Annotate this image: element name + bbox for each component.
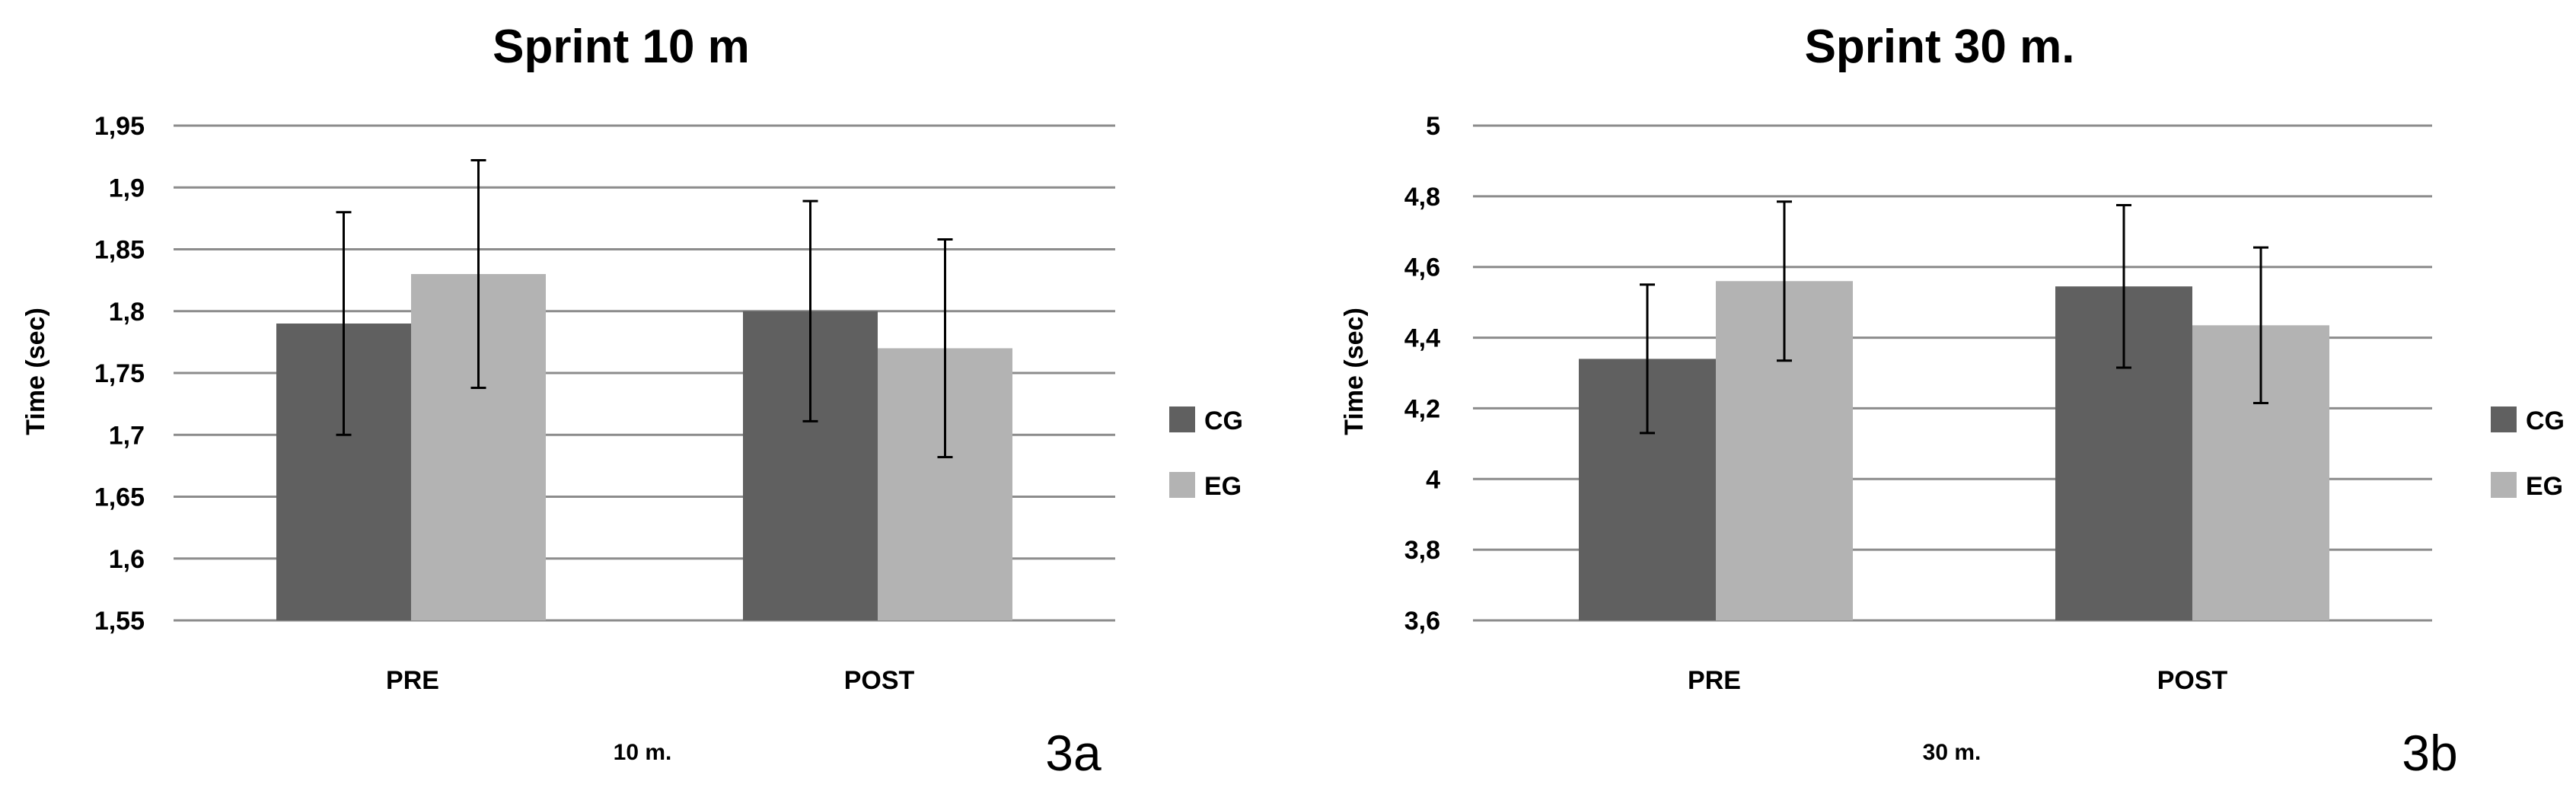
error-bar-eg-post [2253,246,2268,404]
chart-3b-legend-swatch-cg [2491,406,2517,432]
chart-3a-legend-swatch-eg [1169,472,1195,498]
chart-3b-panel-label: 3b [2402,725,2457,781]
chart-3b-x-axis-note: 30 m. [1923,740,1981,765]
chart-3b-category-post: POST [2157,666,2228,695]
chart-3b-legend: CG EG [2491,406,2565,501]
chart-3b-legend-label-cg: CG [2526,406,2565,435]
y-tick-label: 3,6 [1404,607,1440,636]
chart-3a-title: Sprint 10 m [493,21,750,73]
chart-3a-bars [276,274,1012,620]
y-tick-label: 4,8 [1404,183,1440,212]
chart-3a-category-pre: PRE [386,666,439,695]
chart-3a: Sprint 10 m 1,55 1,6 1,65 1,7 1,75 1,8 1,85 1,9… [21,21,1243,781]
chart-3a-category-post: POST [844,666,915,695]
y-tick-label: 1,75 [94,359,145,388]
y-tick-label: 1,95 [94,112,145,141]
y-tick-label: 4,6 [1404,253,1440,282]
y-tick-label: 1,65 [94,483,145,512]
error-bar-cg-post [802,199,818,422]
error-bar-cg-pre [336,211,352,436]
chart-3b-legend-label-eg: EG [2526,472,2563,501]
y-tick-label: 5 [1426,112,1440,141]
chart-3b-bars [1579,281,2329,620]
y-tick-label: 1,8 [109,298,145,327]
chart-3a-y-ticks: 1,55 1,6 1,65 1,7 1,75 1,8 1,85 1,9 1,95 [94,112,145,636]
error-bar-eg-pre [470,159,486,389]
error-bar-eg-post [937,238,953,458]
chart-3a-panel-label: 3a [1045,725,1101,781]
chart-3b-error-bars [1640,200,2268,435]
chart-3a-x-axis-note: 10 m. [614,740,672,765]
chart-3a-legend: CG EG [1169,406,1243,501]
y-tick-label: 4 [1426,465,1440,494]
y-tick-label: 4,2 [1404,394,1440,423]
chart-3a-error-bars [336,159,953,458]
error-bar-eg-pre [1777,200,1792,362]
chart-3b-legend-swatch-eg [2491,472,2517,498]
y-tick-label: 1,55 [94,607,145,636]
chart-3a-legend-label-cg: CG [1204,406,1243,435]
y-tick-label: 1,85 [94,236,145,265]
chart-3a-y-axis-label: Time (sec) [21,308,50,435]
y-tick-label: 4,4 [1404,324,1440,353]
y-tick-label: 1,9 [109,174,145,202]
error-bar-cg-post [2116,203,2131,369]
y-tick-label: 1,6 [109,545,145,574]
chart-3b-category-pre: PRE [1688,666,1741,695]
chart-3b: Sprint 30 m. 3,6 3,8 4 4,2 4,4 4,6 4,8 5 Time (… [1340,21,2565,781]
chart-3b-title: Sprint 30 m. [1805,21,2075,73]
chart-3b-y-ticks: 3,6 3,8 4 4,2 4,4 4,6 4,8 5 [1404,112,1440,636]
chart-3b-y-axis-label: Time (sec) [1340,308,1369,435]
y-tick-label: 3,8 [1404,536,1440,565]
error-bar-cg-pre [1640,283,1655,435]
chart-3a-legend-swatch-cg [1169,406,1195,432]
chart-3a-legend-label-eg: EG [1204,472,1242,501]
y-tick-label: 1,7 [109,421,145,450]
